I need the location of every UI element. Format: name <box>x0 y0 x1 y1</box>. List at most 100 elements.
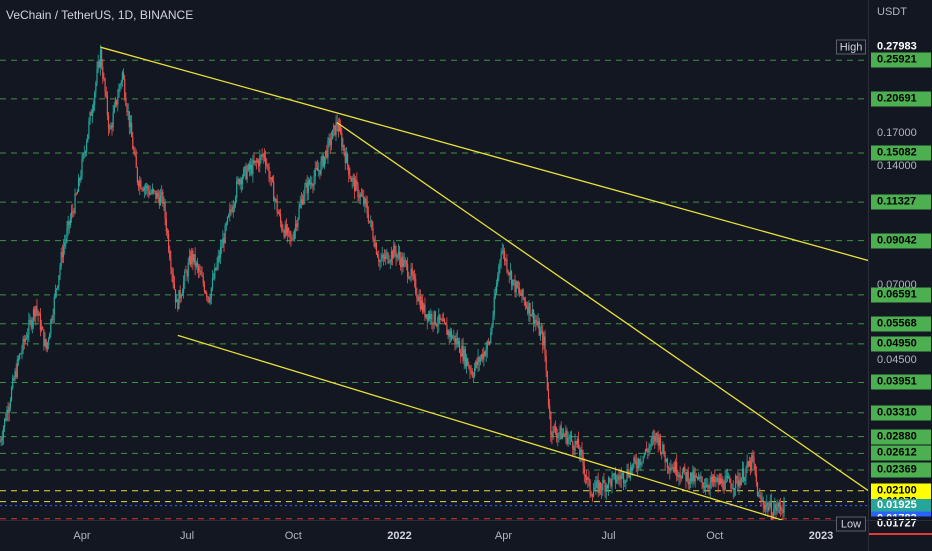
candle-body <box>318 169 320 171</box>
candle-body <box>517 287 520 289</box>
candle-body <box>283 231 285 237</box>
candle-body <box>219 246 222 258</box>
candle-body <box>206 292 208 297</box>
candle-body <box>677 475 679 478</box>
candle-body <box>105 91 107 96</box>
candle-body <box>407 264 409 278</box>
candle-body <box>714 475 716 483</box>
candle-body <box>241 177 244 185</box>
candle-body <box>120 81 122 85</box>
candle-body <box>731 487 733 489</box>
candle-body <box>461 345 463 357</box>
candle-body <box>507 270 509 273</box>
candle-body <box>179 290 181 299</box>
candle-body <box>1 437 3 441</box>
candle-body <box>599 482 602 489</box>
candle-body <box>66 228 68 239</box>
candle-body <box>493 296 495 316</box>
candle-body <box>546 370 548 390</box>
candle-body <box>597 480 599 493</box>
time-tick-label: 2023 <box>808 530 834 542</box>
candle-body <box>485 349 487 356</box>
candle-body <box>351 177 353 182</box>
time-tick-label: Jul <box>601 530 616 542</box>
candle-body <box>328 138 330 141</box>
candle-body <box>539 330 542 336</box>
candle-body <box>218 255 221 258</box>
candle-body <box>501 251 503 254</box>
price-scale[interactable]: USDT 0.17000 0.14000 0.07000 0.04500 0.27983 0… <box>868 0 932 536</box>
candle-body <box>434 311 436 325</box>
candle-body <box>117 97 119 105</box>
candle-body <box>269 178 271 180</box>
candle-body <box>110 125 112 129</box>
candle-body <box>497 276 499 284</box>
time-tick-label: Oct <box>706 530 724 542</box>
candle-body <box>38 313 40 316</box>
candlestick-chart[interactable] <box>0 0 868 520</box>
candle-body <box>177 299 179 310</box>
candle-body <box>699 476 701 479</box>
candle-body <box>583 465 585 476</box>
candle-body <box>576 439 578 445</box>
candle-body <box>483 351 485 360</box>
candle-body <box>692 471 694 482</box>
candle-body <box>447 330 449 335</box>
candle-body <box>572 441 574 449</box>
candle-body <box>59 266 61 276</box>
trendline-2 <box>336 122 868 492</box>
candles <box>0 44 785 520</box>
time-scale[interactable]: Apr Jul Oct 2022 Apr Jul Oct 2023 <box>0 520 868 551</box>
candle-body <box>409 277 411 279</box>
candle-body <box>513 279 515 281</box>
candle-body <box>443 319 446 323</box>
candle-body <box>666 458 669 468</box>
candle-body <box>527 306 529 314</box>
candle-body <box>34 308 36 317</box>
time-tick-label: Jul <box>180 530 195 542</box>
candle-body <box>268 166 270 179</box>
candle-body <box>700 477 702 479</box>
candle-body <box>226 217 229 224</box>
chart-area[interactable]: VeChain / TetherUS, 1D, BINANCE <box>0 0 868 520</box>
candle-body <box>199 271 201 272</box>
candle-body <box>405 261 408 265</box>
candle-body <box>217 255 219 263</box>
candle-body <box>577 439 580 449</box>
candle-body <box>737 478 739 487</box>
candle-body <box>487 341 490 343</box>
candle-body <box>142 189 144 191</box>
candle-body <box>512 279 514 286</box>
candle-body <box>9 400 11 407</box>
candle-body <box>239 179 241 185</box>
candle-body <box>383 256 386 259</box>
candle-body <box>156 192 158 199</box>
candle-body <box>719 478 722 484</box>
candle-body <box>450 331 453 339</box>
candle-body <box>672 467 674 469</box>
candle-body <box>80 176 82 181</box>
candle-body <box>194 254 196 267</box>
candle-body <box>649 445 651 448</box>
candle-body <box>32 308 35 321</box>
candle-body <box>662 444 664 452</box>
level-badge-green: 0.15082 <box>871 145 931 161</box>
candle-body <box>103 78 105 80</box>
candle-body <box>665 458 667 463</box>
candle-body <box>19 354 21 359</box>
candle-body <box>628 476 630 478</box>
candle-body <box>760 496 762 501</box>
candle-body <box>695 475 697 477</box>
candle-body <box>564 434 566 436</box>
candle-body <box>233 204 236 207</box>
candle-body <box>413 275 416 279</box>
candle-body <box>73 211 75 213</box>
candle-body <box>375 243 378 255</box>
candle-body <box>364 198 366 205</box>
candle-body <box>29 319 31 321</box>
candle-body <box>460 352 462 357</box>
candle-body <box>508 272 510 276</box>
candle-body <box>780 505 782 511</box>
candle-body <box>286 228 289 234</box>
candle-body <box>76 191 78 195</box>
